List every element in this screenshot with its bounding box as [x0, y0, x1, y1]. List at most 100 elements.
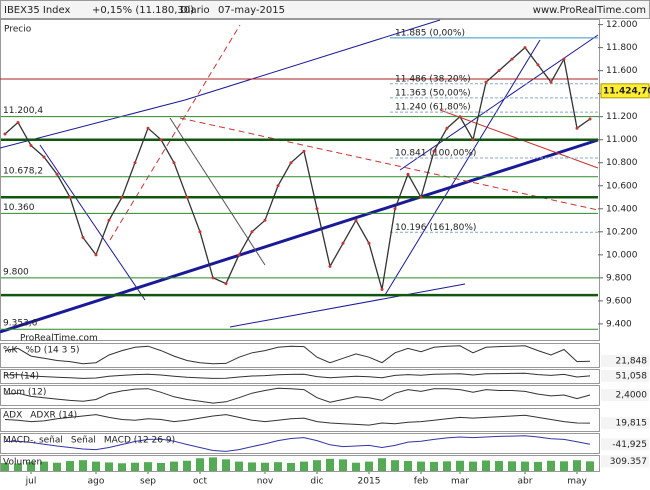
volume-bar — [378, 458, 386, 471]
panel-label: %D (14 3 5) — [25, 346, 79, 356]
volume-bar — [261, 462, 269, 471]
price-point — [497, 69, 501, 73]
x-tick-label: dic — [310, 477, 323, 487]
price-point — [562, 57, 566, 61]
price-point — [198, 230, 202, 234]
volume-bar — [495, 461, 503, 471]
date: 07-may-2015 — [218, 5, 285, 16]
y-tick-label: 11.600 — [606, 66, 638, 76]
price-point — [3, 132, 7, 136]
last-price-label: 11.424,70 — [603, 86, 650, 96]
panel-frame — [0, 408, 600, 432]
price-point — [328, 264, 332, 268]
price-point — [237, 253, 241, 257]
price-point — [211, 276, 215, 280]
price-point — [276, 184, 280, 188]
volume-bar — [248, 462, 256, 471]
x-tick-label: jul — [25, 477, 37, 487]
volume-bar — [417, 461, 425, 471]
panel-frame — [0, 343, 600, 368]
panel-label: ADXR (14) — [30, 411, 77, 421]
price-point — [289, 161, 293, 165]
x-tick-label: nov — [257, 477, 274, 487]
volume-bar — [79, 460, 87, 471]
price-point — [367, 241, 371, 245]
x-tick-label: mar — [451, 477, 469, 487]
price-point — [432, 149, 436, 153]
y-tick-label: 10.200 — [606, 227, 638, 237]
x-tick-label: feb — [414, 477, 429, 487]
trend-line — [229, 283, 466, 328]
volume-bar — [1, 463, 9, 471]
price-point — [133, 161, 137, 165]
y-tick-label: 11.200 — [606, 112, 638, 122]
volume-bar — [482, 460, 490, 471]
price-point — [159, 138, 163, 142]
price-point — [185, 195, 189, 199]
panel-value: 51,058 — [616, 371, 648, 381]
volume-bar — [560, 461, 568, 471]
price-point — [406, 172, 410, 176]
indicator-line — [4, 414, 591, 426]
panel-value-box — [601, 417, 649, 430]
level-label: 9.353,6 — [3, 319, 38, 329]
watermark: ProRealTime.com — [20, 334, 98, 344]
volume-bar — [534, 461, 542, 471]
volume-bar — [40, 461, 48, 471]
panel-frame — [0, 385, 600, 406]
volume-bar — [92, 461, 100, 471]
y-tick-label: 12.000 — [606, 20, 638, 30]
price-point — [250, 230, 254, 234]
y-tick-label: 10.400 — [606, 204, 638, 214]
indicator-line — [4, 435, 591, 452]
x-tick-label: abr — [518, 477, 533, 487]
volume-bar — [274, 462, 282, 471]
volume-bar — [521, 461, 529, 471]
panel-value-box — [601, 355, 649, 367]
panel-label: Señal — [71, 436, 96, 446]
fib-label: 11.363 (50,00%) — [395, 88, 471, 98]
price-point — [315, 207, 319, 211]
price-point — [107, 218, 111, 222]
level-label: 10.678,2 — [3, 166, 43, 176]
indicator-line — [4, 372, 591, 379]
panel-value-box — [601, 455, 649, 468]
price-point — [29, 143, 33, 147]
trend-line — [0, 138, 599, 334]
symbol: IBEX35 Index — [4, 5, 70, 16]
price-point — [263, 218, 267, 222]
volume-bar — [235, 461, 243, 471]
price-point — [341, 241, 345, 245]
price-line — [4, 46, 591, 290]
panel-label: %K — [3, 346, 19, 356]
price-point — [302, 149, 306, 153]
level-label: 11.200,4 — [3, 106, 43, 116]
indicator-line — [4, 387, 591, 404]
volume-bar — [573, 460, 581, 471]
panel-value-box — [601, 369, 649, 382]
x-tick-label: oct — [193, 477, 207, 487]
volume-bar — [443, 461, 451, 471]
price-point — [42, 155, 46, 159]
volume-bar — [339, 459, 347, 471]
fib-label: 11.240 (61,80%) — [395, 103, 471, 113]
trend-line — [179, 117, 599, 211]
price-point — [94, 253, 98, 257]
y-tick-label: 9.400 — [606, 319, 632, 329]
trend-line — [384, 39, 541, 296]
volume-bar — [105, 462, 113, 471]
price-point — [588, 117, 592, 121]
volume-bar — [404, 461, 412, 471]
volume-bar — [547, 460, 555, 471]
price-point — [471, 138, 475, 142]
panel-label: Mom (12) — [3, 388, 46, 398]
volume-bar — [209, 457, 217, 471]
panel-value: 309.357 — [610, 457, 647, 467]
panel-frame — [0, 369, 600, 384]
volume-bar — [157, 463, 165, 471]
volume-bar — [430, 461, 438, 471]
x-tick-label: ago — [88, 477, 105, 487]
price-point — [380, 287, 384, 291]
y-tick-label: 11.000 — [606, 135, 638, 145]
volume-bar — [300, 461, 308, 471]
